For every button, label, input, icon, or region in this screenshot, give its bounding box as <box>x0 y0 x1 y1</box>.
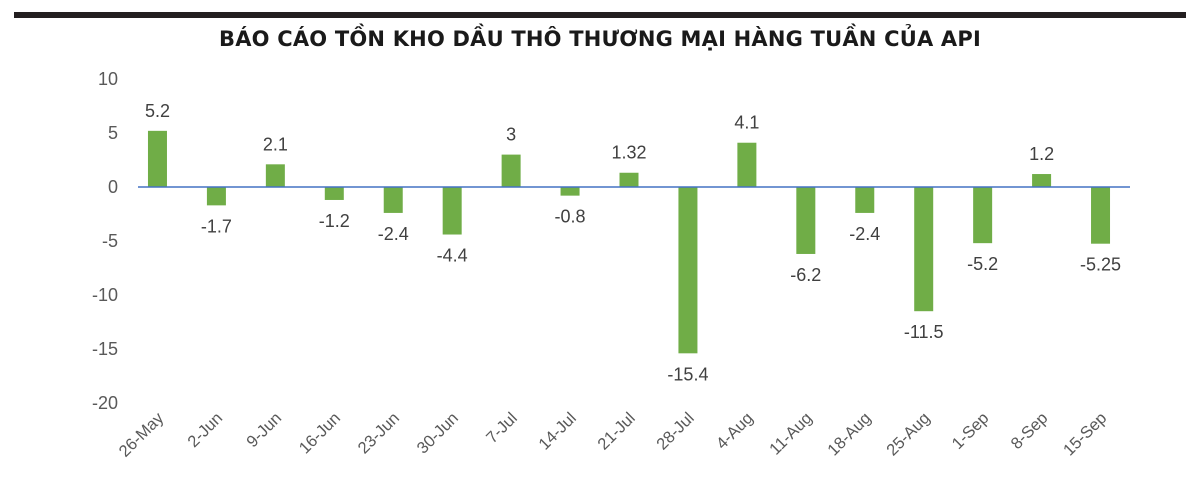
top-rule <box>14 12 1186 18</box>
x-tick-label: 18-Aug <box>824 409 874 459</box>
y-tick-label: -10 <box>92 285 118 305</box>
x-tick-label: 16-Jun <box>296 409 344 457</box>
bars <box>147 130 1111 354</box>
bar <box>147 130 167 187</box>
bar <box>206 187 226 206</box>
x-tick-label: 4-Aug <box>713 409 757 453</box>
x-tick-label: 14-Jul <box>535 409 580 454</box>
data-label: -4.4 <box>437 246 468 266</box>
data-label: 2.1 <box>263 134 288 154</box>
bar <box>383 187 403 213</box>
x-tick-label: 23-Jun <box>355 409 403 457</box>
y-tick-label: 0 <box>108 177 118 197</box>
x-tick-label: 28-Jul <box>653 409 698 454</box>
data-label: -0.8 <box>555 207 586 227</box>
bar <box>796 187 816 254</box>
bar <box>855 187 875 213</box>
bar <box>560 187 580 196</box>
data-label: -2.4 <box>378 224 409 244</box>
data-labels: 5.2 -1.7 2.1 -1.2 -2.4 -4.4 3 -0.8 1.32 -15.4 4.1 -… <box>145 101 1121 384</box>
data-label: 1.2 <box>1029 144 1054 164</box>
x-tick-label: 1-Sep <box>949 409 993 453</box>
x-tick-label: 2-Jun <box>184 409 226 451</box>
x-tick-label: 11-Aug <box>766 409 815 458</box>
bar <box>619 172 639 187</box>
bar <box>973 187 993 244</box>
data-label: 5.2 <box>145 101 170 121</box>
x-tick-label: 30-Jun <box>414 409 462 457</box>
y-tick-label: 10 <box>98 69 118 89</box>
data-label: 1.32 <box>611 143 646 163</box>
bar <box>324 187 344 200</box>
bar <box>265 164 285 187</box>
bar <box>1091 187 1111 244</box>
x-tick-label: 8-Sep <box>1008 409 1052 453</box>
chart-title: BÁO CÁO TỒN KHO DẦU THÔ THƯƠNG MẠI HÀNG … <box>219 27 981 51</box>
bar <box>442 187 462 235</box>
bar <box>1032 174 1052 187</box>
y-tick-label: -20 <box>92 393 118 413</box>
data-label: -6.2 <box>790 265 821 285</box>
y-tick-label: -5 <box>102 231 118 251</box>
data-label: 4.1 <box>734 113 759 133</box>
bar <box>914 187 934 312</box>
x-tick-label: 26-May <box>116 409 168 461</box>
y-axis: 10 5 0 -5 -10 -15 -20 <box>92 69 118 413</box>
data-label: 3 <box>506 125 516 145</box>
x-axis: 26-May 2-Jun 9-Jun 16-Jun 23-Jun 30-Jun 7-Jul 1… <box>116 409 1111 461</box>
x-tick-label: 9-Jun <box>243 409 285 451</box>
data-label: -5.2 <box>967 254 998 274</box>
data-label: -1.2 <box>319 211 350 231</box>
x-tick-label: 7-Jul <box>483 409 521 447</box>
y-tick-label: -15 <box>92 339 118 359</box>
bar <box>501 154 521 187</box>
x-tick-label: 21-Jul <box>594 409 639 454</box>
data-label: -15.4 <box>667 364 708 384</box>
bar <box>678 187 698 354</box>
data-label: -5.25 <box>1080 255 1121 275</box>
bar <box>737 142 757 187</box>
data-label: -1.7 <box>201 216 232 236</box>
x-tick-label: 15-Sep <box>1060 409 1110 459</box>
data-label: -2.4 <box>849 224 880 244</box>
y-tick-label: 5 <box>108 123 118 143</box>
data-label: -11.5 <box>904 322 944 342</box>
x-tick-label: 25-Aug <box>883 409 933 459</box>
